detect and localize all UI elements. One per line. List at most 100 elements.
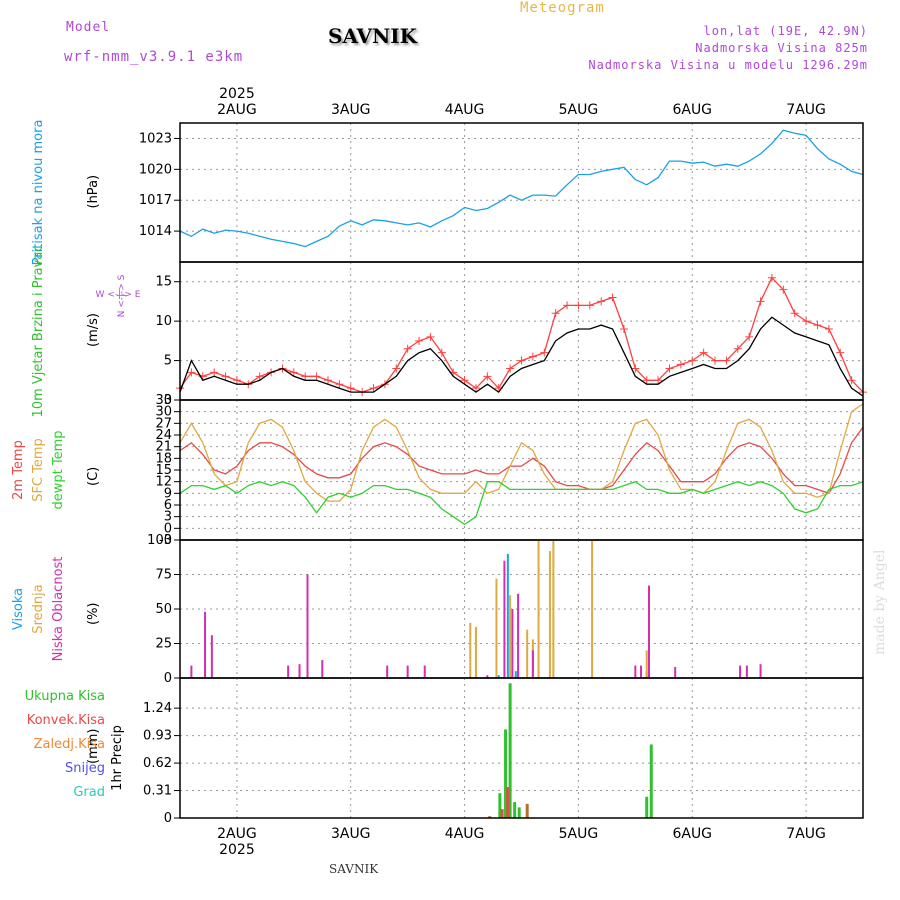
- bar-niska-oblacnost: [511, 609, 514, 678]
- gust-marker: [415, 336, 424, 345]
- pressure-unit: (hPa): [86, 175, 101, 209]
- precip-tick-label: 0.62: [143, 756, 172, 771]
- gust-marker: [540, 348, 549, 357]
- gust-marker: [323, 376, 332, 385]
- gust-marker: [676, 360, 685, 369]
- bar-niska-oblacnost: [210, 635, 213, 678]
- gust-marker: [392, 364, 401, 373]
- temperature-side-label: SFC Temp: [31, 438, 46, 502]
- gust-marker: [688, 356, 697, 365]
- bar-niska-oblacnost: [486, 675, 489, 678]
- precip-legend-item: Konvek.Kisa: [27, 713, 105, 728]
- precip-side-label: 1hr Precip: [110, 725, 125, 791]
- precip-tick-label: 0.93: [143, 729, 172, 744]
- gust-marker: [802, 317, 811, 326]
- gust-marker: [767, 273, 776, 282]
- wind-tick-label: 10: [155, 314, 172, 329]
- gust-marker: [210, 368, 219, 377]
- day-label-bottom: 4AUG: [445, 826, 485, 842]
- temperature-tick-label: 27: [155, 416, 172, 431]
- precip-tick-label: 0: [164, 811, 172, 826]
- wind-tick-label: 0: [164, 393, 172, 408]
- gust-marker: [437, 348, 446, 357]
- bar-srednja-oblacnost: [509, 595, 512, 678]
- gust-marker: [346, 384, 355, 393]
- gust-marker: [369, 384, 378, 393]
- gust-marker: [733, 344, 742, 353]
- bar-niska-oblacnost: [287, 665, 290, 678]
- watermark: made by Angel: [872, 549, 888, 656]
- bar-srednja-oblacnost: [591, 540, 594, 678]
- bar-zaledj.kisa: [488, 816, 492, 818]
- bar-visoka-oblacnost: [497, 675, 500, 678]
- wind-panel-border: [179, 261, 864, 401]
- day-label-top: 3AUG: [331, 102, 371, 118]
- gust-marker: [619, 325, 628, 334]
- pressure-side-label: Pritisak na nivou mora: [31, 120, 46, 266]
- gust-marker: [460, 376, 469, 385]
- bar-ukupna-kisa: [508, 683, 512, 818]
- day-label-top: 2AUG: [217, 102, 257, 118]
- day-label-bottom: 2AUG: [217, 826, 257, 842]
- gust-marker: [608, 293, 617, 302]
- precip-panel-border: [179, 677, 864, 819]
- bar-niska-oblacnost: [640, 665, 643, 678]
- temperature-tick-label: 18: [155, 451, 172, 466]
- bar-konvek.kisa: [506, 786, 510, 818]
- bar-niska-oblacnost: [190, 665, 193, 678]
- model-name: wrf-nmm_v3.9.1 e3km: [64, 49, 244, 65]
- cloud-tick-label: 25: [155, 637, 172, 652]
- series-line-2m-temp: [179, 426, 864, 495]
- bar-niska-oblacnost: [406, 665, 409, 678]
- precip-legend-item: Zaledj.Kisa: [34, 737, 105, 752]
- bar-niska-oblacnost: [517, 593, 520, 678]
- gust-marker: [255, 372, 264, 381]
- bar-niska-oblacnost: [634, 665, 637, 678]
- bar-zaledj.kisa: [525, 803, 529, 818]
- precip-tick-label: 1.24: [143, 701, 172, 716]
- gust-marker: [221, 372, 230, 381]
- gust-marker: [426, 332, 435, 341]
- year-label-top: 2025: [219, 86, 255, 102]
- day-label-bottom: 5AUG: [559, 826, 599, 842]
- wind-unit: (m/s): [86, 313, 101, 347]
- bar-visoka-oblacnost: [506, 553, 509, 678]
- day-label-top: 4AUG: [445, 102, 485, 118]
- cloud-tick-label: 50: [155, 602, 172, 617]
- temperature-tick-label: 24: [155, 428, 172, 443]
- compass-rose-vertical: N <-|-> S: [117, 274, 127, 317]
- cloud-tick-label: 75: [155, 568, 172, 583]
- gust-marker: [551, 309, 560, 318]
- bar-srednja-oblacnost: [645, 650, 648, 678]
- precip-legend-item: Ukupna Kisa: [25, 689, 105, 704]
- model-label: Model: [66, 20, 111, 35]
- day-label-top: 7AUG: [786, 102, 826, 118]
- wind-side-label: 10m Vjetar Brzina i Pravac: [31, 245, 46, 418]
- series-line-mslp: [179, 129, 864, 248]
- temperature-tick-label: 12: [155, 475, 172, 490]
- gust-marker: [631, 364, 640, 373]
- bar-srednja-oblacnost: [495, 578, 498, 678]
- precip-panel: [174, 677, 864, 819]
- pressure-tick-label: 1014: [139, 224, 172, 239]
- pressure-panel: [174, 122, 864, 263]
- gust-marker: [574, 301, 583, 310]
- temperature-tick-label: -3: [159, 533, 172, 548]
- day-label-bottom: 7AUG: [786, 826, 826, 842]
- bar-srednja-oblacnost: [548, 551, 551, 678]
- bar-niska-oblacnost: [321, 660, 324, 678]
- gust-marker: [471, 384, 480, 393]
- bar-ukupna-kisa: [649, 744, 653, 818]
- temperature-tick-label: 33: [155, 393, 172, 408]
- day-label-top: 5AUG: [559, 102, 599, 118]
- temperature-tick-label: 21: [155, 440, 172, 455]
- day-label-bottom: 3AUG: [331, 826, 371, 842]
- cloud-tick-label: 0: [164, 671, 172, 686]
- series-line-udari: [179, 276, 864, 393]
- cloud-unit: (%): [86, 603, 101, 626]
- bar-srednja-oblacnost: [474, 626, 477, 678]
- temperature-tick-label: 9: [164, 486, 172, 501]
- bar-ukupna-kisa: [498, 793, 502, 818]
- gust-marker: [232, 376, 241, 385]
- gust-marker: [506, 364, 515, 373]
